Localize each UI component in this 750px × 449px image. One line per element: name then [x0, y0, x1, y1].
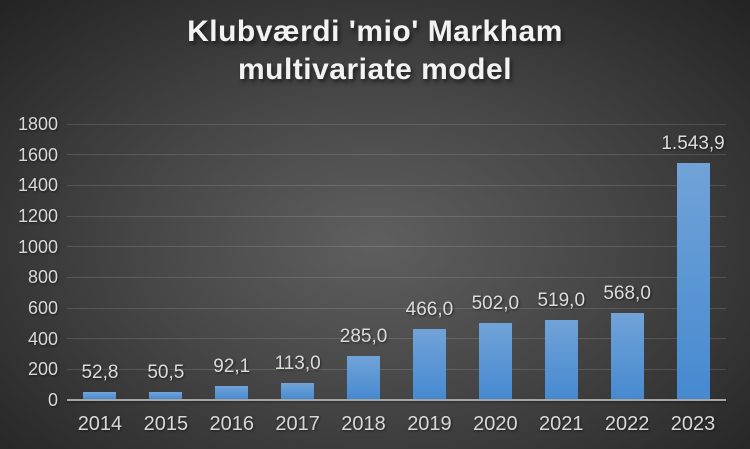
y-axis-tick-label: 600 [27, 298, 58, 318]
x-axis-label-2015: 2015 [143, 413, 189, 435]
x-axis-label-2019: 2019 [407, 413, 452, 435]
x-axis-label-2022: 2022 [604, 413, 650, 435]
gridline-1000 [67, 246, 726, 248]
y-axis-tick-label: 1000 [17, 236, 58, 257]
x-axis-line [67, 399, 726, 401]
chart-title-line1: Klubværdi 'mio' Markham [187, 15, 563, 48]
chart-title-line2: multivariate model [237, 53, 513, 86]
y-axis-tick-label: 800 [27, 267, 58, 288]
data-label-2017: 113,0 [274, 352, 321, 374]
gridline-1600 [67, 154, 726, 156]
x-axis-label-2018: 2018 [341, 413, 386, 435]
bar-2019 [412, 328, 446, 400]
bar-2020 [478, 323, 512, 400]
bar-2015 [149, 392, 183, 400]
gridline-400 [67, 338, 726, 340]
x-axis-label-2014: 2014 [77, 413, 123, 435]
data-label-2016: 92,1 [213, 355, 251, 377]
x-axis-label-2020: 2020 [473, 413, 518, 435]
data-label-2023: 1.543,9 [661, 133, 725, 155]
data-label-2014: 52,8 [81, 361, 119, 383]
chart-title: Klubværdi 'mio' Markham multivariate mod… [0, 13, 750, 89]
y-axis-tick-label: 0 [47, 390, 58, 410]
x-axis-label-2023: 2023 [670, 413, 716, 435]
bar-2021 [544, 320, 578, 400]
data-label-2019: 466,0 [405, 298, 454, 320]
x-axis-label-2021: 2021 [539, 413, 584, 435]
y-axis-tick-label: 1600 [17, 144, 58, 165]
gridline-1400 [67, 184, 726, 186]
bar-2014 [83, 391, 117, 400]
gridline-800 [67, 276, 726, 278]
data-label-2021: 519,0 [537, 290, 586, 312]
gridline-600 [67, 307, 726, 309]
bar-2023 [676, 163, 710, 400]
gridline-200 [67, 368, 726, 370]
data-label-2018: 285,0 [339, 326, 388, 348]
bar-2016 [215, 385, 249, 400]
bar-2017 [281, 382, 315, 400]
y-axis-tick-label: 1800 [17, 114, 58, 134]
data-label-2020: 502,0 [471, 293, 520, 315]
y-axis-tick-label: 1200 [17, 206, 58, 226]
y-axis-tick-label: 200 [27, 359, 58, 380]
y-axis-tick-label: 1400 [17, 175, 58, 196]
x-axis-label-2017: 2017 [275, 413, 320, 435]
x-axis-label-2016: 2016 [209, 413, 255, 435]
data-label-2015: 50,5 [147, 362, 185, 384]
y-axis-tick-label: 400 [27, 328, 58, 349]
gridline-1200 [67, 215, 726, 217]
bar-2022 [610, 312, 644, 400]
gridline-1800 [67, 123, 726, 125]
bar-2018 [347, 356, 381, 400]
data-label-2022: 568,0 [603, 282, 651, 304]
